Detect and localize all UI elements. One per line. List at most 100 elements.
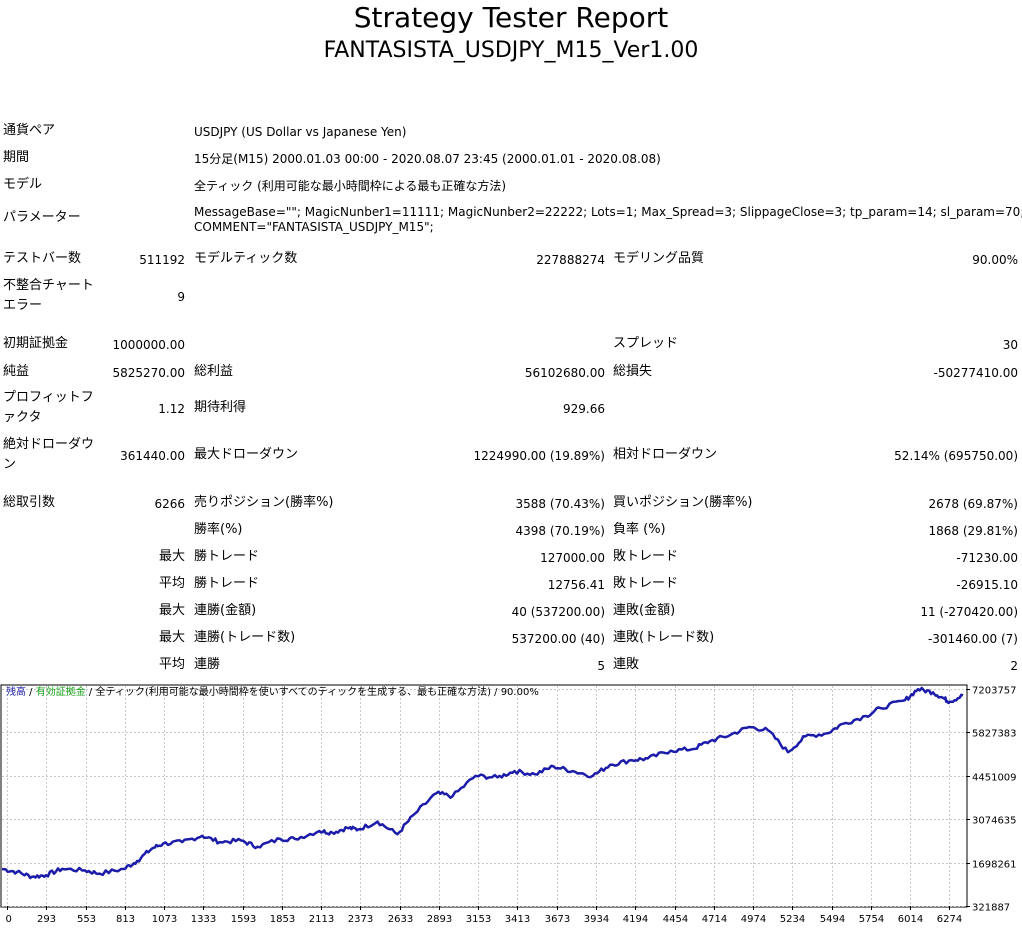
period-value: 15分足(M15) 2000.01.03 00:00 - 2020.08.07 … [194, 152, 661, 166]
avg-win-trade-label: 勝トレード [194, 576, 260, 591]
balance-chart: 7203757 5827383 4451009 3074635 1698261 32188… [0, 684, 1022, 928]
chart-x-tick-label: 4974 [741, 914, 766, 925]
win-rate-label: 勝率(%) [194, 522, 243, 537]
chart-x-tick-label: 3413 [505, 914, 530, 925]
legend-model: 全ティック(利用可能な最小時間枠を使いすべてのティックを生成する、最も正確な方法… [95, 687, 539, 698]
absolute-drawdown-label-line-2: ン [3, 457, 17, 472]
max-loss-trade-label: 敗トレード [613, 549, 679, 564]
chart-x-tick-label: 3934 [584, 914, 609, 925]
model-label: モデル [3, 177, 43, 192]
bars-value: 511192 [139, 253, 185, 267]
deposit-label: 初期証拠金 [3, 336, 69, 351]
chart-x-tick-label: 0 [6, 914, 12, 925]
win-rate-value: 4398 (70.19%) [515, 524, 605, 538]
pair-value: USDJPY (US Dollar vs Japanese Yen) [194, 125, 407, 139]
cons-loss-money-label: 連敗(金額) [613, 603, 676, 618]
mismatch-label-line-2: エラー [3, 298, 43, 313]
chart-x-tick-label: 4714 [702, 914, 727, 925]
chart-x-tick-label: 1593 [231, 914, 256, 925]
long-positions-label: 買いポジション(勝率%) [613, 495, 753, 510]
chart-x-tick-label: 3153 [466, 914, 491, 925]
chart-x-tick-label: 2373 [348, 914, 373, 925]
gross-profit-label: 総利益 [194, 364, 234, 379]
chart-x-tick-label: 3673 [545, 914, 570, 925]
quality-label: モデリング品質 [613, 251, 705, 266]
net-label: 純益 [3, 364, 30, 379]
chart-x-tick-label: 1073 [152, 914, 177, 925]
spread-value: 30 [1002, 338, 1018, 352]
chart-plot-area [0, 684, 968, 908]
chart-x-tick-label: 2113 [309, 914, 334, 925]
gross-profit-value: 56102680.00 [524, 366, 605, 380]
balance-chart-svg: 7203757 5827383 4451009 3074635 1698261 32188… [0, 684, 1017, 925]
chart-y-tick-label: 3074635 [972, 816, 1017, 827]
chart-x-tick-label: 553 [77, 914, 96, 925]
absolute-drawdown-label-line-1: 絶対ドローダウ [3, 437, 95, 452]
avg-cons-win-label: 連勝 [194, 657, 221, 672]
cons-win-trades-label: 連勝(トレード数) [194, 630, 296, 645]
chart-x-tick-label: 6014 [898, 914, 923, 925]
chart-y-tick-label: 7203757 [972, 686, 1017, 697]
avg-cons-loss-label: 連敗 [613, 657, 640, 672]
loss-rate-value: 1868 (29.81%) [928, 524, 1018, 538]
cons-win-money-value: 40 (537200.00) [511, 605, 605, 619]
params-line-2: COMMENT="FANTASISTA_USDJPY_M15"; [194, 220, 434, 234]
legend-separator-1: / [26, 687, 36, 698]
avg-loss-trade-label: 敗トレード [613, 576, 679, 591]
net-value: 5825270.00 [112, 366, 185, 380]
chart-legend: 残高 / 有効証拠金 / 全ティック(利用可能な最小時間枠を使いすべてのティック… [6, 687, 539, 699]
gross-loss-value: -50277410.00 [933, 366, 1019, 380]
chart-x-ticks: 0 293 553 813 1073 1333 1593 1853 2113 2373 2633 28… [6, 906, 962, 925]
cons-loss-trades-label: 連敗(トレード数) [613, 630, 715, 645]
period-label: 期間 [3, 150, 30, 165]
pair-label: 通貨ペア [3, 123, 56, 138]
chart-y-ticks: 7203757 5827383 4451009 3074635 1698261 32188… [966, 686, 1017, 914]
avg-win-trade-value: 12756.41 [547, 578, 605, 592]
mismatch-value: 9 [177, 290, 185, 304]
avg-cons-loss-value: 2 [1010, 659, 1018, 673]
avg-row-label-2: 平均 [158, 657, 185, 672]
chart-x-tick-label: 2893 [427, 914, 452, 925]
total-trades-value: 6266 [154, 497, 185, 511]
deposit-value: 1000000.00 [112, 338, 185, 352]
quality-value: 90.00% [972, 253, 1018, 267]
bars-label: テストバー数 [3, 251, 82, 266]
params-label: パラメーター [3, 210, 81, 225]
chart-x-tick-label: 1333 [191, 914, 216, 925]
avg-loss-trade-value: -26915.10 [956, 578, 1018, 592]
short-positions-label: 売りポジション(勝率%) [194, 495, 334, 510]
short-positions-value: 3588 (70.43%) [515, 497, 605, 511]
model-value: 全ティック (利用可能な最小時間枠による最も正確な方法) [194, 179, 507, 193]
chart-x-tick-label: 293 [37, 914, 56, 925]
chart-grid [2, 686, 966, 907]
report-subtitle: FANTASISTA_USDJPY_M15_Ver1.00 [323, 38, 699, 63]
profit-factor-value: 1.12 [158, 402, 185, 416]
chart-x-tick-label: 5234 [780, 914, 805, 925]
chart-x-tick-label: 2633 [388, 914, 413, 925]
max-row-label-2: 最大 [158, 603, 185, 618]
expected-payoff-label: 期待利得 [194, 400, 247, 415]
max-win-trade-value: 127000.00 [540, 551, 605, 565]
max-row-label-1: 最大 [158, 549, 185, 564]
cons-win-trades-value: 537200.00 (40) [511, 632, 605, 646]
max-drawdown-value: 1224990.00 (19.89%) [473, 449, 605, 463]
chart-x-tick-label: 5494 [820, 914, 845, 925]
chart-y-tick-label: 4451009 [972, 773, 1017, 784]
cons-win-money-label: 連勝(金額) [194, 603, 257, 618]
absolute-drawdown-value: 361440.00 [120, 449, 185, 463]
max-row-label-3: 最大 [158, 630, 185, 645]
relative-drawdown-value: 52.14% (695750.00) [894, 449, 1018, 463]
expected-payoff-value: 929.66 [563, 402, 605, 416]
long-positions-value: 2678 (69.87%) [928, 497, 1018, 511]
avg-cons-win-value: 5 [597, 659, 605, 673]
cons-loss-trades-value: -301460.00 (7) [927, 632, 1018, 646]
spread-label: スプレッド [613, 336, 679, 351]
chart-y-tick-label: 1698261 [972, 860, 1017, 871]
max-loss-trade-value: -71230.00 [956, 551, 1018, 565]
chart-x-tick-label: 813 [116, 914, 135, 925]
ticks-value: 227888274 [536, 253, 605, 267]
total-trades-label: 総取引数 [3, 495, 56, 510]
chart-y-tick-label: 5827383 [972, 729, 1017, 740]
chart-x-tick-label: 1853 [270, 914, 295, 925]
